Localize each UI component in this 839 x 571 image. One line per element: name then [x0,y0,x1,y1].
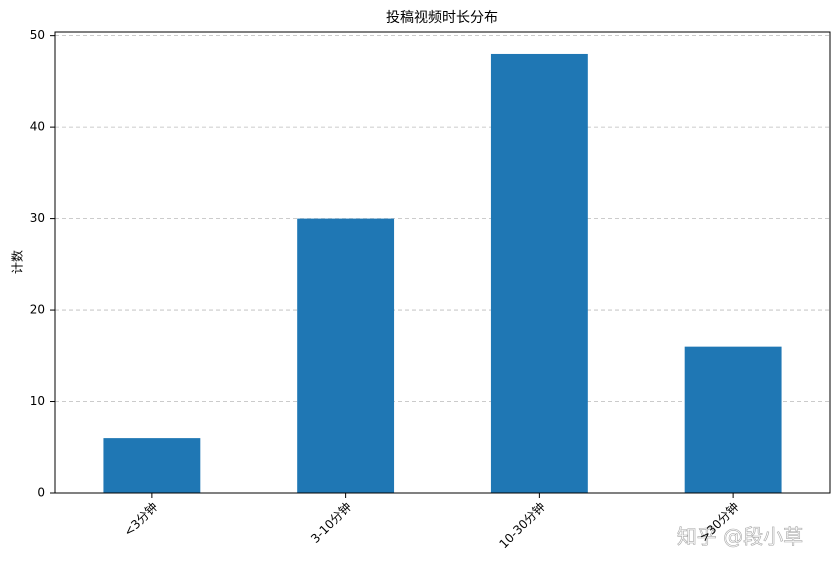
y-tick-label: 40 [30,120,45,134]
bar [297,218,395,493]
bar [684,346,782,493]
y-axis-label: 计数 [10,250,25,274]
y-tick-label: 30 [30,211,45,225]
bar [490,53,588,493]
chart-title: 投稿视频时长分布 [386,10,498,26]
plot-frame [54,31,831,494]
watermark: 知乎 @段小草 [677,525,803,549]
bar [103,438,201,493]
y-tick-label: 0 [37,486,45,500]
y-tick-label: 10 [30,394,45,408]
y-tick-label: 50 [30,28,45,42]
y-tick-label: 20 [30,303,45,317]
